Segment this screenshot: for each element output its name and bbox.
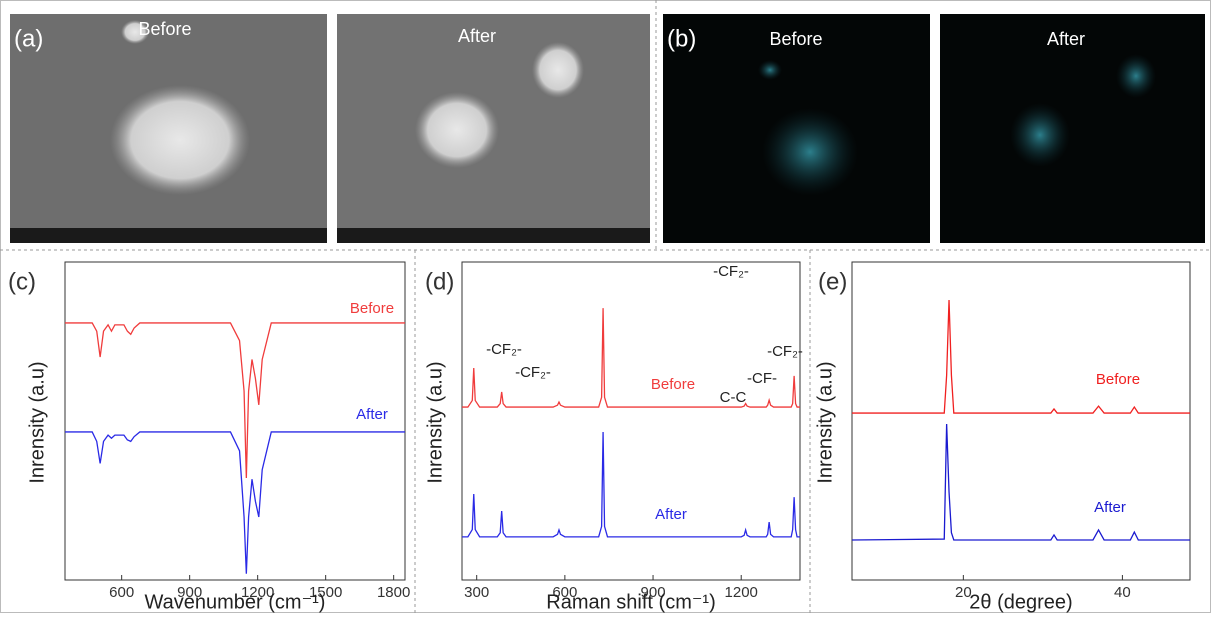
image-caption: Before (138, 19, 191, 39)
sem-image (10, 14, 327, 243)
annotation: -CF₂- (767, 343, 803, 360)
panel-label: (b) (667, 25, 696, 52)
image-caption: After (1047, 29, 1085, 49)
x-tick-label: 600 (109, 584, 134, 601)
annotation: -CF₂- (515, 364, 551, 381)
series-label: Before (350, 300, 394, 317)
x-tick-label: 1200 (725, 584, 758, 601)
series-line (462, 432, 800, 537)
x-tick-label: 1800 (377, 584, 410, 601)
figure: (a) Before After (b) Before After 600900… (0, 0, 1211, 613)
panel-label: (c) (8, 268, 36, 295)
y-axis-label: Inrensity (a.u) (424, 361, 446, 483)
image-caption: After (458, 26, 496, 46)
annotation: C-C (720, 389, 747, 406)
plot-frame (852, 262, 1190, 580)
panel-label: (e) (818, 268, 847, 295)
series-label: Before (651, 376, 695, 393)
image-caption: Before (769, 29, 822, 49)
annotation: -CF₂- (713, 263, 749, 280)
series-label: Before (1096, 371, 1140, 388)
series-line (852, 424, 1190, 540)
series-line (65, 432, 405, 574)
y-axis-label: Inrensity (a.u) (814, 361, 836, 483)
x-tick-label: 300 (464, 584, 489, 601)
x-tick-label: 40 (1114, 584, 1131, 601)
panel-label: (d) (425, 268, 454, 295)
x-axis-label: Raman shift (cm⁻¹) (546, 591, 715, 613)
x-axis-label: Wavenumber (cm⁻¹) (145, 591, 326, 613)
annotation: -CF- (747, 370, 777, 387)
x-axis-label: 2θ (degree) (969, 591, 1072, 613)
series-label: After (356, 406, 388, 423)
series-label: After (1094, 499, 1126, 516)
plot-frame (462, 262, 800, 580)
series-line (852, 300, 1190, 413)
sem-image (337, 14, 650, 243)
annotation: -CF₂- (486, 341, 522, 358)
series-label: After (655, 506, 687, 523)
series-line (65, 323, 405, 478)
y-axis-label: Inrensity (a.u) (26, 361, 48, 483)
panel-label: (a) (14, 25, 43, 52)
